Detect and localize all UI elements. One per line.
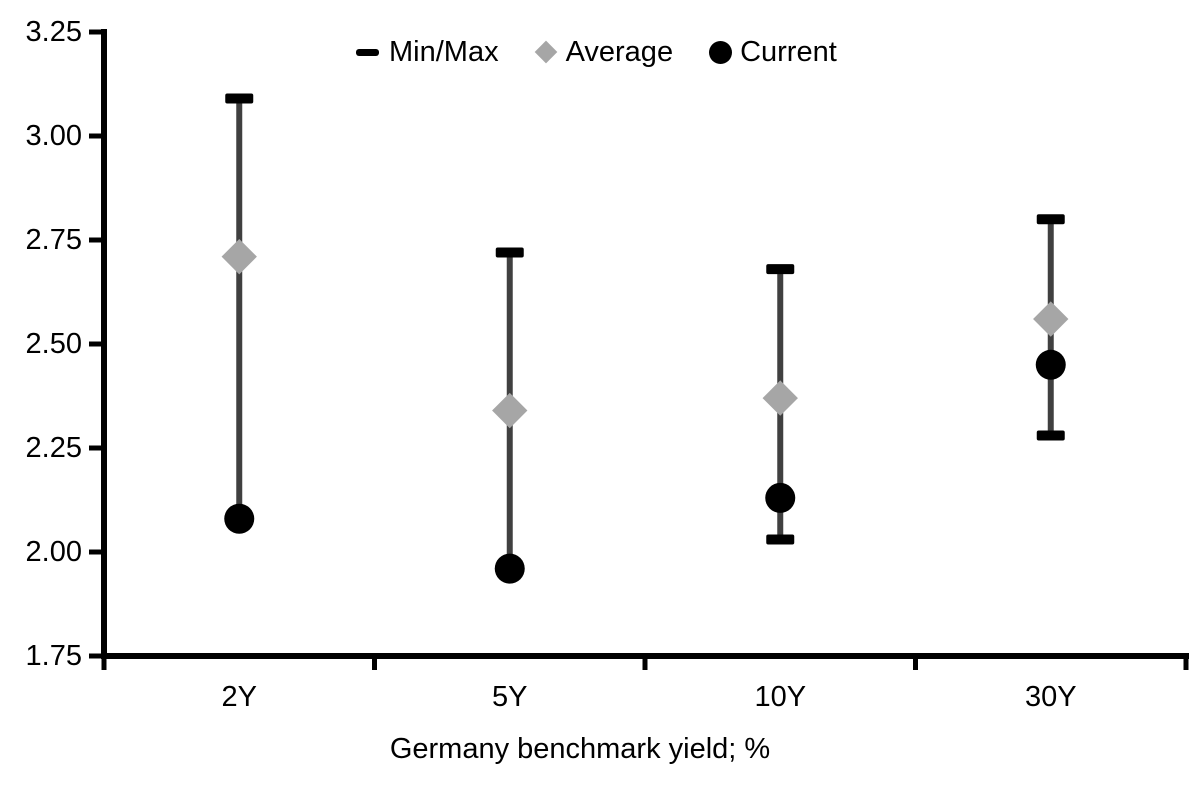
legend-item-average: Average	[534, 30, 674, 74]
current-marker-2Y	[224, 503, 255, 534]
max-cap-30Y	[1036, 214, 1065, 225]
x-axis-title: Germany benchmark yield; %	[389, 733, 771, 765]
max-cap-10Y	[766, 264, 795, 275]
current-marker-10Y	[765, 482, 796, 513]
y-tick-label: 2.00	[26, 536, 82, 568]
min-cap-30Y	[1036, 430, 1065, 441]
y-tick-label: 2.25	[26, 432, 82, 464]
x-category-label: 5Y	[492, 681, 527, 713]
min-cap-10Y	[766, 534, 795, 545]
current-marker-5Y	[494, 553, 525, 584]
legend: Min/Max Average Current	[356, 30, 837, 74]
y-tick-label: 1.75	[26, 640, 82, 672]
legend-label-current: Current	[740, 36, 837, 68]
average-marker-30Y	[1033, 301, 1069, 337]
x-category-label: 2Y	[222, 681, 257, 713]
y-tick-label: 3.00	[26, 120, 82, 152]
current-circle-icon	[709, 40, 733, 64]
minmax-dash-icon	[356, 48, 379, 56]
legend-item-minmax: Min/Max	[356, 30, 499, 74]
average-marker-5Y	[492, 392, 528, 429]
x-category-label: 10Y	[754, 681, 806, 713]
average-marker-2Y	[221, 238, 257, 275]
y-tick-label: 2.75	[26, 224, 82, 256]
legend-label-average: Average	[565, 36, 674, 68]
x-category-label: 30Y	[1025, 681, 1077, 713]
average-marker-10Y	[762, 380, 798, 416]
current-marker-30Y	[1035, 349, 1066, 380]
max-cap-5Y	[495, 247, 524, 258]
y-tick-label: 2.50	[26, 328, 82, 360]
legend-label-minmax: Min/Max	[389, 36, 499, 68]
max-cap-2Y	[225, 93, 254, 104]
y-tick-label: 3.25	[26, 16, 82, 48]
legend-item-current: Current	[709, 30, 837, 74]
